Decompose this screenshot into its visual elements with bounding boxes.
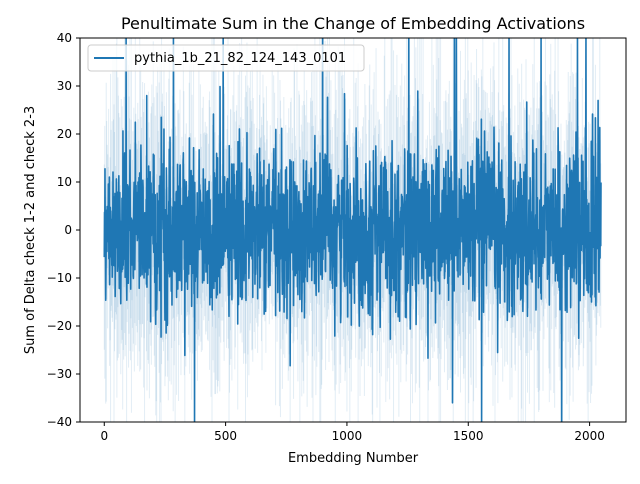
legend: pythia_1b_21_82_124_143_0101: [87, 44, 365, 72]
y-tick-label: −20: [47, 319, 72, 333]
y-axis-label: Sum of Delta check 1-2 and check 2-3: [23, 106, 38, 354]
y-tick-label: −40: [47, 415, 72, 429]
legend-box: [87, 44, 365, 72]
chart-title: Penultimate Sum in the Change of Embeddi…: [121, 14, 585, 33]
y-tick-label: −10: [47, 271, 72, 285]
x-tick-label: 2000: [574, 429, 605, 443]
x-axis-label: Embedding Number: [288, 451, 419, 466]
x-tick-label: 1500: [453, 429, 484, 443]
y-tick-label: 20: [57, 127, 72, 141]
x-axis: 0 500 1000 1500 2000: [100, 422, 605, 443]
series-line: [103, 38, 602, 422]
legend-label: pythia_1b_21_82_124_143_0101: [134, 51, 346, 66]
y-tick-label: 10: [57, 175, 72, 189]
x-tick-label: 500: [214, 429, 237, 443]
x-tick-label: 0: [100, 429, 108, 443]
y-tick-label: 40: [57, 31, 72, 45]
y-tick-label: 30: [57, 79, 72, 93]
y-tick-label: −30: [47, 367, 72, 381]
y-axis: −40 −30 −20 −10 0 10 20 30 40: [47, 31, 80, 429]
y-tick-label: 0: [64, 223, 72, 237]
x-tick-label: 1000: [332, 429, 363, 443]
